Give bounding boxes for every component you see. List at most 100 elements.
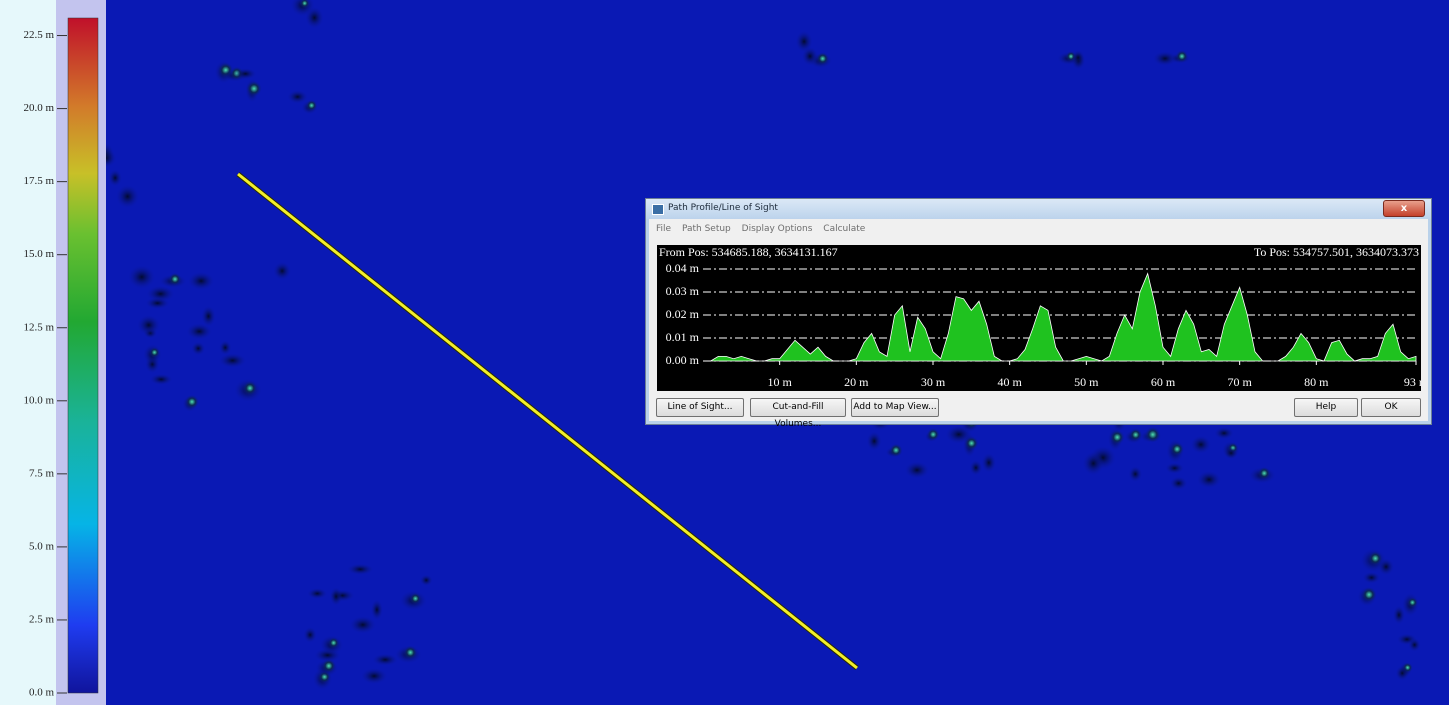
terrain-features bbox=[95, 0, 1421, 690]
x-tick-label: 60 m bbox=[1151, 375, 1176, 389]
window-icon bbox=[652, 204, 664, 215]
terrain-dark bbox=[1197, 470, 1221, 489]
terrain-dark bbox=[287, 90, 308, 104]
button[interactable]: OK bbox=[1361, 398, 1421, 417]
terrain-dark bbox=[218, 353, 247, 368]
y-tick-label: 0.00 m bbox=[666, 353, 700, 367]
terrain-peak bbox=[168, 272, 182, 286]
legend-background bbox=[0, 0, 56, 705]
terrain-peak bbox=[327, 637, 340, 649]
terrain-peak bbox=[1144, 426, 1161, 443]
color-legend: 0.0 m 2.5 m 5.0 m 7.5 m 10.0 m 12.5 m 15.0 m 17… bbox=[0, 0, 106, 705]
terrain-dark bbox=[866, 431, 882, 451]
legend-tick-label: 5.0 m bbox=[29, 540, 55, 552]
legend-tick-label: 22.5 m bbox=[23, 29, 54, 41]
terrain-dark bbox=[1377, 558, 1395, 576]
terrain-peak bbox=[149, 347, 160, 358]
x-tick-label: 93 m bbox=[1404, 375, 1421, 389]
x-tick-label: 20 m bbox=[844, 375, 869, 389]
terrain-dark bbox=[347, 563, 374, 575]
menu-bar: File Path Setup Display Options Calculat… bbox=[656, 224, 873, 234]
x-tick-label: 80 m bbox=[1304, 375, 1329, 389]
terrain-dark bbox=[149, 373, 173, 385]
terrain-peak bbox=[1175, 50, 1189, 63]
terrain-peak bbox=[409, 592, 422, 605]
terrain-dark bbox=[234, 68, 257, 80]
terrain-dark bbox=[1153, 51, 1177, 66]
x-tick-label: 40 m bbox=[997, 375, 1022, 389]
terrain-peak bbox=[926, 428, 940, 441]
menu-item[interactable]: File bbox=[656, 224, 672, 234]
terrain-dark bbox=[1082, 451, 1105, 476]
y-tick-label: 0.02 m bbox=[666, 307, 700, 321]
terrain-peak bbox=[242, 380, 258, 396]
terrain-peak bbox=[321, 658, 336, 673]
terrain-dark bbox=[1362, 571, 1381, 584]
terrain-dark bbox=[802, 46, 819, 66]
terrain-dark bbox=[303, 627, 317, 643]
terrain-dark bbox=[904, 461, 930, 479]
terrain-peak bbox=[1170, 442, 1184, 456]
terrain-dark bbox=[361, 668, 388, 684]
legend-tick-label: 2.5 m bbox=[29, 613, 55, 625]
terrain-dark bbox=[372, 653, 398, 666]
button[interactable]: Add to Map View... bbox=[851, 398, 939, 417]
terrain-dark bbox=[370, 599, 383, 621]
legend-tick-label: 20.0 m bbox=[23, 102, 54, 114]
terrain-peak bbox=[246, 80, 262, 97]
terrain-peak bbox=[1257, 466, 1271, 480]
from-position: From Pos: 534685.188, 3634131.167 bbox=[659, 245, 838, 259]
terrain-dark bbox=[969, 460, 983, 476]
close-button[interactable]: x bbox=[1383, 200, 1425, 217]
terrain-dark bbox=[219, 340, 232, 355]
title-bar: Path Profile/Line of Sight x bbox=[646, 199, 1431, 219]
terrain-dark bbox=[795, 30, 813, 53]
terrain-dark bbox=[1165, 462, 1184, 474]
profile-area bbox=[703, 272, 1417, 362]
x-tick-label: 30 m bbox=[921, 375, 946, 389]
terrain-dark bbox=[1224, 447, 1238, 460]
terrain-peak bbox=[1129, 428, 1143, 442]
y-tick-label: 0.01 m bbox=[666, 330, 700, 344]
x-tick-label: 10 m bbox=[767, 375, 792, 389]
profile-path bbox=[237, 172, 858, 670]
x-tick-label: 50 m bbox=[1074, 375, 1099, 389]
terrain-peak bbox=[184, 394, 199, 409]
terrain-dark bbox=[419, 574, 433, 586]
terrain-dark bbox=[273, 261, 292, 281]
x-tick-label: 70 m bbox=[1227, 375, 1252, 389]
button[interactable]: Help bbox=[1294, 398, 1358, 417]
terrain-peak bbox=[299, 0, 310, 9]
terrain-dark bbox=[1395, 665, 1409, 681]
terrain-dark bbox=[1190, 435, 1212, 454]
button[interactable]: Cut-and-Fill Volumes... bbox=[750, 398, 846, 429]
terrain-peak bbox=[1407, 597, 1418, 608]
window-title: Path Profile/Line of Sight bbox=[668, 203, 778, 213]
menu-item[interactable]: Display Options bbox=[741, 224, 813, 234]
menu-item[interactable]: Path Setup bbox=[681, 224, 731, 234]
terrain-dark bbox=[307, 588, 328, 599]
terrain-dark bbox=[1408, 638, 1421, 652]
legend-tick-label: 17.5 m bbox=[23, 175, 54, 187]
terrain-dark bbox=[1214, 427, 1234, 440]
terrain-dark bbox=[116, 184, 140, 209]
terrain-dark bbox=[191, 341, 206, 356]
legend-tick-label: 0.0 m bbox=[29, 687, 55, 699]
y-tick-label: 0.03 m bbox=[666, 284, 700, 298]
legend-tick-label: 7.5 m bbox=[29, 467, 55, 479]
terrain-dark bbox=[128, 265, 156, 289]
menu-item[interactable]: Calculate bbox=[823, 224, 866, 234]
terrain-peak bbox=[1109, 429, 1125, 445]
button[interactable]: Line of Sight... bbox=[656, 398, 744, 417]
terrain-peak bbox=[305, 99, 318, 112]
legend-tick-label: 15.0 m bbox=[23, 248, 54, 260]
legend-tick-label: 10.0 m bbox=[23, 394, 54, 406]
terrain-dark bbox=[1071, 49, 1085, 66]
terrain-peak bbox=[403, 645, 418, 660]
terrain-peak bbox=[889, 443, 903, 457]
terrain-dark bbox=[137, 314, 161, 336]
terrain-dark bbox=[201, 305, 216, 327]
terrain-peak bbox=[1368, 551, 1383, 566]
legend-tick-label: 12.5 m bbox=[23, 321, 54, 333]
